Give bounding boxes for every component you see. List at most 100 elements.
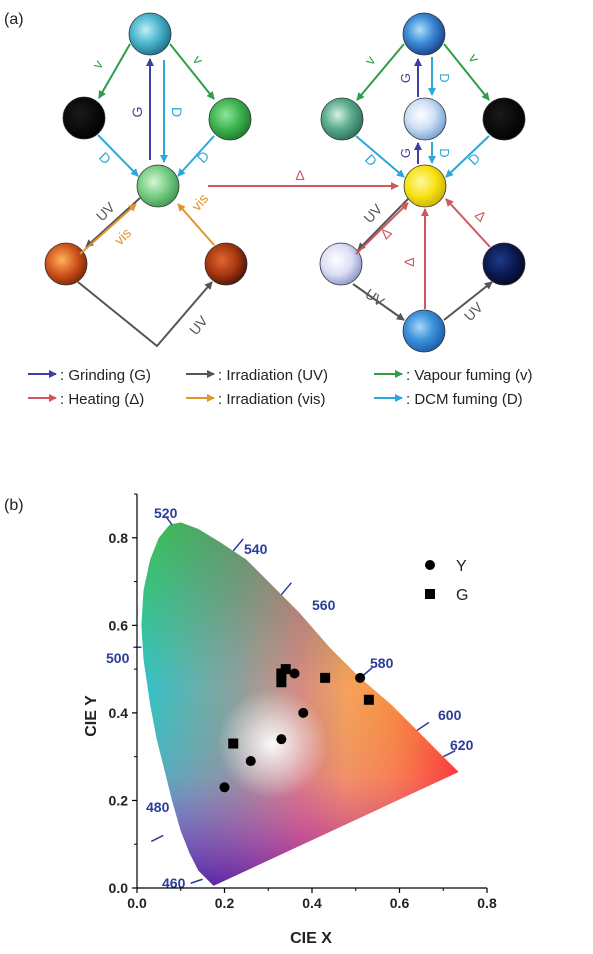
- x-axis-title: CIE X: [290, 930, 332, 947]
- arrow-vis-left-2: [177, 203, 215, 246]
- label-g-right-top: G: [398, 73, 413, 83]
- left-darkorange-circle: [204, 242, 248, 286]
- chart-legend: Y G: [425, 558, 468, 604]
- label-d-right-mid: D: [437, 148, 452, 157]
- y-tick-label: 0.4: [109, 705, 129, 721]
- arrow-vis-left-1: [79, 203, 137, 255]
- wavelength-tick-540: [232, 538, 244, 552]
- y-axis-title: CIE Y: [83, 695, 100, 737]
- legend-irradiation-vis: : Irradiation (vis): [186, 391, 326, 408]
- x-tick-label: 0.2: [215, 895, 235, 911]
- data-point-g: [320, 672, 331, 683]
- label-d-right-top: D: [437, 73, 452, 82]
- right-yellow-circle: [403, 164, 447, 208]
- data-point-y: [219, 782, 230, 793]
- data-point-g: [363, 694, 374, 705]
- legend-irradiation-vis-label: : Irradiation (vis): [218, 391, 326, 408]
- legend-grinding-label: : Grinding (G): [60, 367, 151, 384]
- arrow-d-left-1: [97, 134, 139, 177]
- data-point-g: [228, 738, 239, 749]
- label-v-1: v: [89, 57, 106, 71]
- data-point-g: [276, 677, 287, 688]
- right-lavender-circle: [319, 242, 363, 286]
- label-d-right-2: D: [465, 150, 483, 168]
- legend-y-marker: [425, 560, 435, 570]
- wavelength-label-460: 460: [162, 875, 186, 891]
- label-delta-center: Δ: [295, 167, 304, 183]
- legend-dcm-fuming-label: : DCM fuming (D): [406, 391, 523, 408]
- label-d-left: D: [169, 107, 185, 117]
- label-d-left-2: D: [194, 148, 212, 166]
- data-point-y: [276, 734, 287, 745]
- label-delta-right-2: Δ: [472, 207, 490, 225]
- y-tick-label: 0.8: [109, 530, 129, 546]
- left-center-circle: [136, 164, 180, 208]
- legend-heating-label: : Heating (Δ): [60, 391, 144, 408]
- label-g-right-mid: G: [398, 148, 413, 158]
- right-black-circle: [482, 97, 526, 141]
- data-point-g: [280, 664, 291, 675]
- label-v-right-1: v: [361, 53, 378, 68]
- label-d-left-1: D: [96, 149, 114, 167]
- label-g-left: G: [129, 107, 145, 118]
- arrow-uv-right-2: [352, 283, 405, 321]
- arrow-uv-right-1: [357, 198, 409, 251]
- label-vis-left-2: vis: [188, 191, 211, 214]
- data-point-y: [289, 668, 300, 679]
- x-tick-label: 0.8: [477, 895, 497, 911]
- data-point-y: [245, 756, 256, 767]
- panel-b-label: (b): [4, 497, 24, 514]
- y-tick-label: 0.2: [109, 792, 129, 808]
- arrow-uv-left-bottom: [77, 281, 213, 348]
- left-arrows: [77, 43, 215, 348]
- wavelength-tick-460: [190, 878, 203, 884]
- wavelength-tick-480: [150, 834, 164, 843]
- wavelength-label-500: 500: [106, 650, 130, 666]
- legend-irradiation-uv: : Irradiation (UV): [186, 367, 328, 384]
- arrow-delta-right-1: [355, 202, 409, 255]
- left-orange-circle: [44, 242, 88, 286]
- wavelength-label-580: 580: [370, 655, 394, 671]
- arrow-v-right-2: [443, 43, 490, 101]
- data-point-y: [298, 707, 309, 718]
- arrow-uv-right-3: [443, 281, 493, 321]
- arrow-v-right-1: [356, 43, 405, 101]
- arrow-d-right-1: [355, 135, 405, 178]
- legend-irradiation-uv-label: : Irradiation (UV): [218, 367, 328, 384]
- right-cycle: [319, 12, 526, 353]
- wavelength-tick-560: [280, 582, 292, 596]
- right-navy-circle: [482, 242, 526, 286]
- wavelength-label-540: 540: [244, 541, 268, 557]
- arrow-d-right-2: [445, 135, 490, 178]
- label-uv-right-1: UV: [360, 200, 385, 226]
- panel-a-label: (a): [4, 11, 24, 28]
- left-top-circle: [128, 12, 172, 56]
- wavelength-tick-620: [442, 749, 456, 758]
- left-green-circle: [208, 97, 252, 141]
- legend-vapour-fuming: : Vapour fuming (v): [374, 367, 532, 384]
- wavelength-tick-520: [165, 516, 173, 526]
- wavelength-ticks: 520 540 560 580 600 620 500 480 460: [106, 505, 474, 891]
- cie-chart: 520 540 560 580 600 620 500 480 460 0.0 0.2 0.4 0.6…: [83, 493, 497, 947]
- arrow-d-left-2: [177, 135, 215, 177]
- y-tick-label: 0.0: [109, 880, 129, 896]
- label-delta-right-mid: Δ: [401, 257, 417, 266]
- wavelength-label-560: 560: [312, 597, 336, 613]
- arrow-delta-right-2: [445, 198, 491, 248]
- left-cycle: [44, 12, 252, 286]
- wavelength-label-600: 600: [438, 707, 462, 723]
- legend-g-label: G: [456, 587, 468, 604]
- left-black-circle: [62, 96, 106, 140]
- wavelength-label-480: 480: [146, 799, 170, 815]
- wavelength-label-520: 520: [154, 505, 178, 521]
- legend-g-marker: [425, 589, 435, 599]
- legend-y-label: Y: [456, 558, 467, 575]
- arrow-v-left-2: [169, 43, 215, 100]
- label-v-2: v: [190, 52, 207, 67]
- data-point-y: [355, 672, 366, 683]
- label-uv-left-bottom: UV: [186, 312, 211, 338]
- wavelength-label-620: 620: [450, 737, 474, 753]
- x-tick-label: 0.6: [390, 895, 410, 911]
- right-seafoam-circle: [320, 97, 364, 141]
